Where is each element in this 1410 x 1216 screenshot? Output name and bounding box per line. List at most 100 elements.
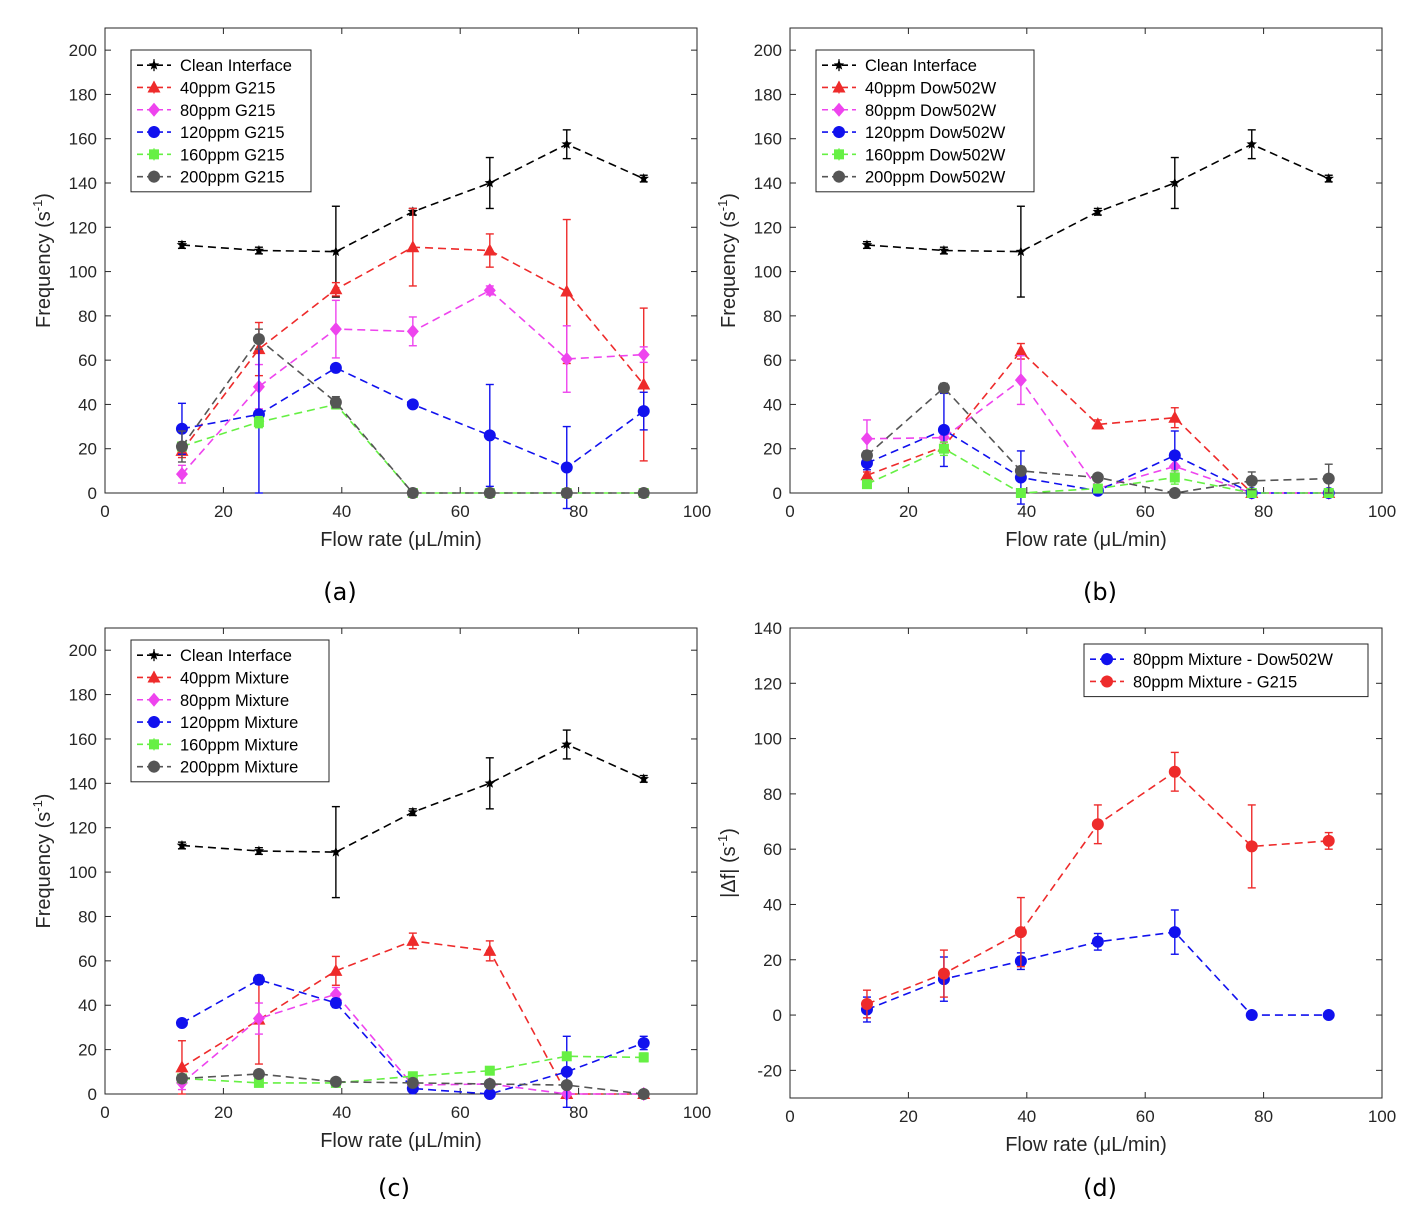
legend-label: 120ppm G215 — [180, 124, 285, 142]
y-tick-label: 80 — [763, 785, 782, 804]
data-point — [1091, 471, 1104, 484]
data-point — [1246, 488, 1257, 498]
data-point — [1015, 246, 1027, 257]
legend-label: 120ppm Dow502W — [865, 124, 1006, 142]
data-point — [560, 487, 573, 499]
data-point — [175, 440, 188, 453]
y-tick-label: 140 — [754, 619, 782, 638]
x-tick-label: 40 — [1017, 502, 1036, 521]
data-point — [637, 487, 650, 499]
data-point — [860, 449, 873, 462]
data-point — [561, 138, 572, 149]
y-tick-label: 60 — [78, 351, 97, 370]
series-120ppm-g215 — [175, 335, 650, 510]
x-tick-label: 60 — [1136, 502, 1155, 521]
data-point — [861, 479, 872, 490]
data-point — [329, 1075, 342, 1088]
y-tick-label: 0 — [88, 484, 97, 503]
y-tick-label: 200 — [754, 41, 782, 60]
data-point — [860, 468, 874, 481]
data-point — [860, 431, 873, 446]
x-axis-label: Flow rate (μL/min) — [1005, 1134, 1167, 1156]
legend-label: 120ppm Mixture — [180, 714, 298, 732]
y-tick-label: 160 — [69, 730, 97, 749]
legend-label: 200ppm Dow502W — [865, 169, 1006, 187]
data-point — [252, 973, 265, 986]
data-point — [253, 845, 265, 856]
y-axis-label: |Δf| (s-1) — [715, 828, 740, 898]
data-point — [407, 1071, 418, 1082]
legend-marker — [832, 80, 846, 93]
legend-marker — [1101, 653, 1113, 666]
y-tick-label: 180 — [69, 85, 97, 104]
data-point — [484, 177, 496, 188]
legend-label: Clean Interface — [180, 647, 292, 665]
data-point — [637, 347, 650, 362]
legend-label: 160ppm Dow502W — [865, 146, 1006, 164]
legend: 80ppm Mixture - Dow502W 80ppm Mixture - G… — [1083, 643, 1369, 698]
y-tick-label: 160 — [754, 130, 782, 149]
data-point — [483, 1078, 496, 1091]
data-point — [329, 396, 342, 409]
legend-marker — [833, 170, 845, 183]
y-tick-label: 100 — [754, 263, 782, 282]
x-tick-label: 20 — [899, 1107, 918, 1126]
y-tick-label: 120 — [754, 674, 782, 693]
data-point — [484, 777, 496, 788]
legend-marker — [147, 80, 161, 93]
x-tick-label: 0 — [100, 1103, 109, 1122]
data-point — [484, 1065, 495, 1076]
data-point — [1169, 472, 1180, 483]
data-point — [329, 361, 342, 374]
x-tick-label: 20 — [899, 502, 918, 521]
data-point — [561, 1051, 572, 1062]
legend-box — [130, 639, 330, 783]
data-point — [406, 933, 420, 946]
data-point — [329, 282, 343, 295]
data-point — [1168, 487, 1181, 499]
data-point — [1014, 464, 1027, 477]
data-point — [252, 333, 265, 346]
x-tick-label: 100 — [683, 1103, 711, 1122]
data-point — [1168, 449, 1181, 462]
y-tick-label: 80 — [763, 307, 782, 326]
panel-caption: (c) — [378, 1174, 410, 1202]
data-point — [175, 1072, 188, 1085]
data-point — [406, 398, 419, 411]
data-point — [253, 245, 265, 255]
x-axis-label: Flow rate (μL/min) — [1005, 529, 1167, 551]
y-tick-label: 140 — [754, 174, 782, 193]
data-point — [1091, 818, 1104, 831]
series-80ppm-mixture---g215 — [860, 751, 1335, 1019]
data-point — [1014, 373, 1027, 388]
data-point — [561, 739, 572, 749]
series-clean-interface — [176, 729, 649, 899]
data-point — [860, 998, 873, 1010]
y-tick-label: 160 — [69, 130, 97, 149]
data-point — [1091, 417, 1105, 430]
y-tick-label: 100 — [69, 263, 97, 282]
data-point — [176, 239, 188, 250]
x-tick-label: 40 — [332, 502, 351, 521]
data-point — [938, 245, 950, 255]
data-point — [406, 1076, 419, 1089]
data-point — [483, 943, 497, 956]
data-point — [406, 487, 419, 499]
data-point — [1015, 488, 1026, 498]
data-point — [406, 240, 420, 253]
panel-caption: (a) — [323, 578, 356, 606]
data-point — [1169, 177, 1181, 188]
y-tick-label: 0 — [773, 1006, 782, 1025]
data-point — [861, 239, 873, 250]
data-point — [406, 324, 419, 339]
legend-marker — [148, 170, 160, 183]
data-point — [937, 423, 950, 436]
panel-caption: (b) — [1083, 578, 1117, 606]
legend-marker — [148, 649, 160, 660]
y-tick-label: 60 — [763, 840, 782, 859]
series-clean-interface — [861, 129, 1334, 298]
legend-label: 80ppm Dow502W — [865, 102, 997, 120]
y-tick-label: 120 — [69, 819, 97, 838]
y-tick-label: 100 — [69, 863, 97, 882]
